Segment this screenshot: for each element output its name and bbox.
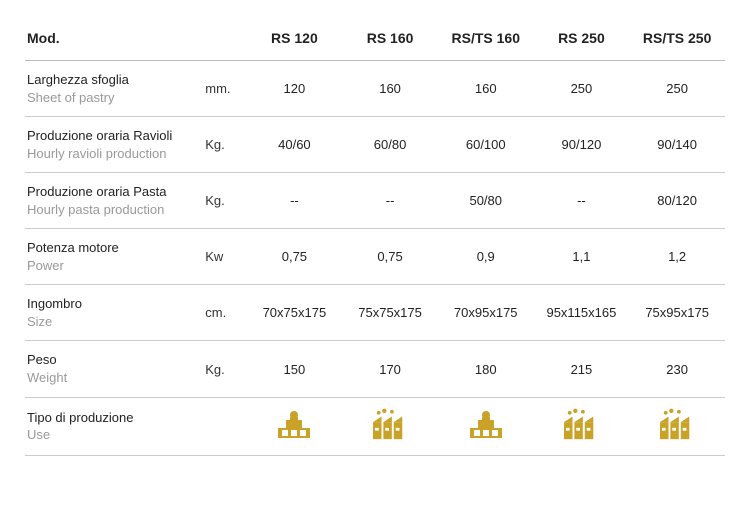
row-label: PesoWeight [25, 341, 201, 397]
row-unit: mm. [201, 61, 246, 117]
table-row: Potenza motorePowerKw0,750,750,91,11,2 [25, 229, 725, 285]
cell-use-icon [438, 397, 534, 455]
table-row-use: Tipo di produzioneUse [25, 397, 725, 455]
cell-use-icon [247, 397, 343, 455]
label-en: Power [27, 257, 197, 275]
cell-value: 80/120 [629, 173, 725, 229]
cell-value: 70x95x175 [438, 285, 534, 341]
row-label: Potenza motorePower [25, 229, 201, 285]
cell-value: 40/60 [247, 117, 343, 173]
cell-value: -- [534, 173, 630, 229]
row-unit: Kg. [201, 173, 246, 229]
cell-value: 50/80 [438, 173, 534, 229]
header-unit-spacer [201, 20, 246, 61]
label-en: Weight [27, 369, 197, 387]
label-it: Produzione oraria Pasta [27, 183, 197, 201]
header-col-3: RS 250 [534, 20, 630, 61]
label-en: Sheet of pastry [27, 89, 197, 107]
cell-value: 170 [342, 341, 438, 397]
row-label: IngombroSize [25, 285, 201, 341]
row-unit [201, 397, 246, 455]
factory-icon [373, 408, 407, 442]
factory-icon [564, 408, 598, 442]
cell-value: 215 [534, 341, 630, 397]
cell-value: 75x95x175 [629, 285, 725, 341]
cell-value: 1,2 [629, 229, 725, 285]
table-row: IngombroSizecm.70x75x17575x75x17570x95x1… [25, 285, 725, 341]
cell-value: 1,1 [534, 229, 630, 285]
cell-value: 0,9 [438, 229, 534, 285]
table-row: Larghezza sfogliaSheet of pastrymm.12016… [25, 61, 725, 117]
label-it: Tipo di produzione [27, 409, 197, 427]
cell-value: 250 [534, 61, 630, 117]
header-col-4: RS/TS 250 [629, 20, 725, 61]
cell-value: 250 [629, 61, 725, 117]
header-row: Mod. RS 120 RS 160 RS/TS 160 RS 250 RS/T… [25, 20, 725, 61]
shop-icon [276, 408, 312, 442]
cell-value: 160 [342, 61, 438, 117]
row-label: Produzione oraria RavioliHourly ravioli … [25, 117, 201, 173]
table-row: PesoWeightKg.150170180215230 [25, 341, 725, 397]
label-it: Peso [27, 351, 197, 369]
row-unit: Kg. [201, 117, 246, 173]
row-unit: Kg. [201, 341, 246, 397]
label-en: Size [27, 313, 197, 331]
cell-value: 230 [629, 341, 725, 397]
cell-value: 0,75 [247, 229, 343, 285]
row-unit: Kw [201, 229, 246, 285]
label-en: Hourly pasta production [27, 201, 197, 219]
row-unit: cm. [201, 285, 246, 341]
label-it: Ingombro [27, 295, 197, 313]
cell-value: 95x115x165 [534, 285, 630, 341]
spec-table: Mod. RS 120 RS 160 RS/TS 160 RS 250 RS/T… [25, 20, 725, 456]
row-label: Produzione oraria PastaHourly pasta prod… [25, 173, 201, 229]
cell-value: -- [342, 173, 438, 229]
header-mod: Mod. [25, 20, 201, 61]
cell-use-icon [629, 397, 725, 455]
cell-value: 90/120 [534, 117, 630, 173]
header-col-2: RS/TS 160 [438, 20, 534, 61]
cell-value: 75x75x175 [342, 285, 438, 341]
cell-value: 150 [247, 341, 343, 397]
factory-icon [660, 408, 694, 442]
cell-value: -- [247, 173, 343, 229]
table-row: Produzione oraria PastaHourly pasta prod… [25, 173, 725, 229]
cell-value: 180 [438, 341, 534, 397]
header-col-1: RS 160 [342, 20, 438, 61]
table-row: Produzione oraria RavioliHourly ravioli … [25, 117, 725, 173]
cell-value: 60/100 [438, 117, 534, 173]
shop-icon [468, 408, 504, 442]
row-label: Larghezza sfogliaSheet of pastry [25, 61, 201, 117]
header-col-0: RS 120 [247, 20, 343, 61]
cell-value: 0,75 [342, 229, 438, 285]
label-en: Hourly ravioli production [27, 145, 197, 163]
cell-value: 70x75x175 [247, 285, 343, 341]
cell-value: 120 [247, 61, 343, 117]
label-en: Use [27, 426, 197, 444]
cell-use-icon [534, 397, 630, 455]
label-it: Larghezza sfoglia [27, 71, 197, 89]
label-it: Potenza motore [27, 239, 197, 257]
cell-value: 90/140 [629, 117, 725, 173]
cell-value: 60/80 [342, 117, 438, 173]
row-label: Tipo di produzioneUse [25, 397, 201, 455]
cell-value: 160 [438, 61, 534, 117]
label-it: Produzione oraria Ravioli [27, 127, 197, 145]
cell-use-icon [342, 397, 438, 455]
